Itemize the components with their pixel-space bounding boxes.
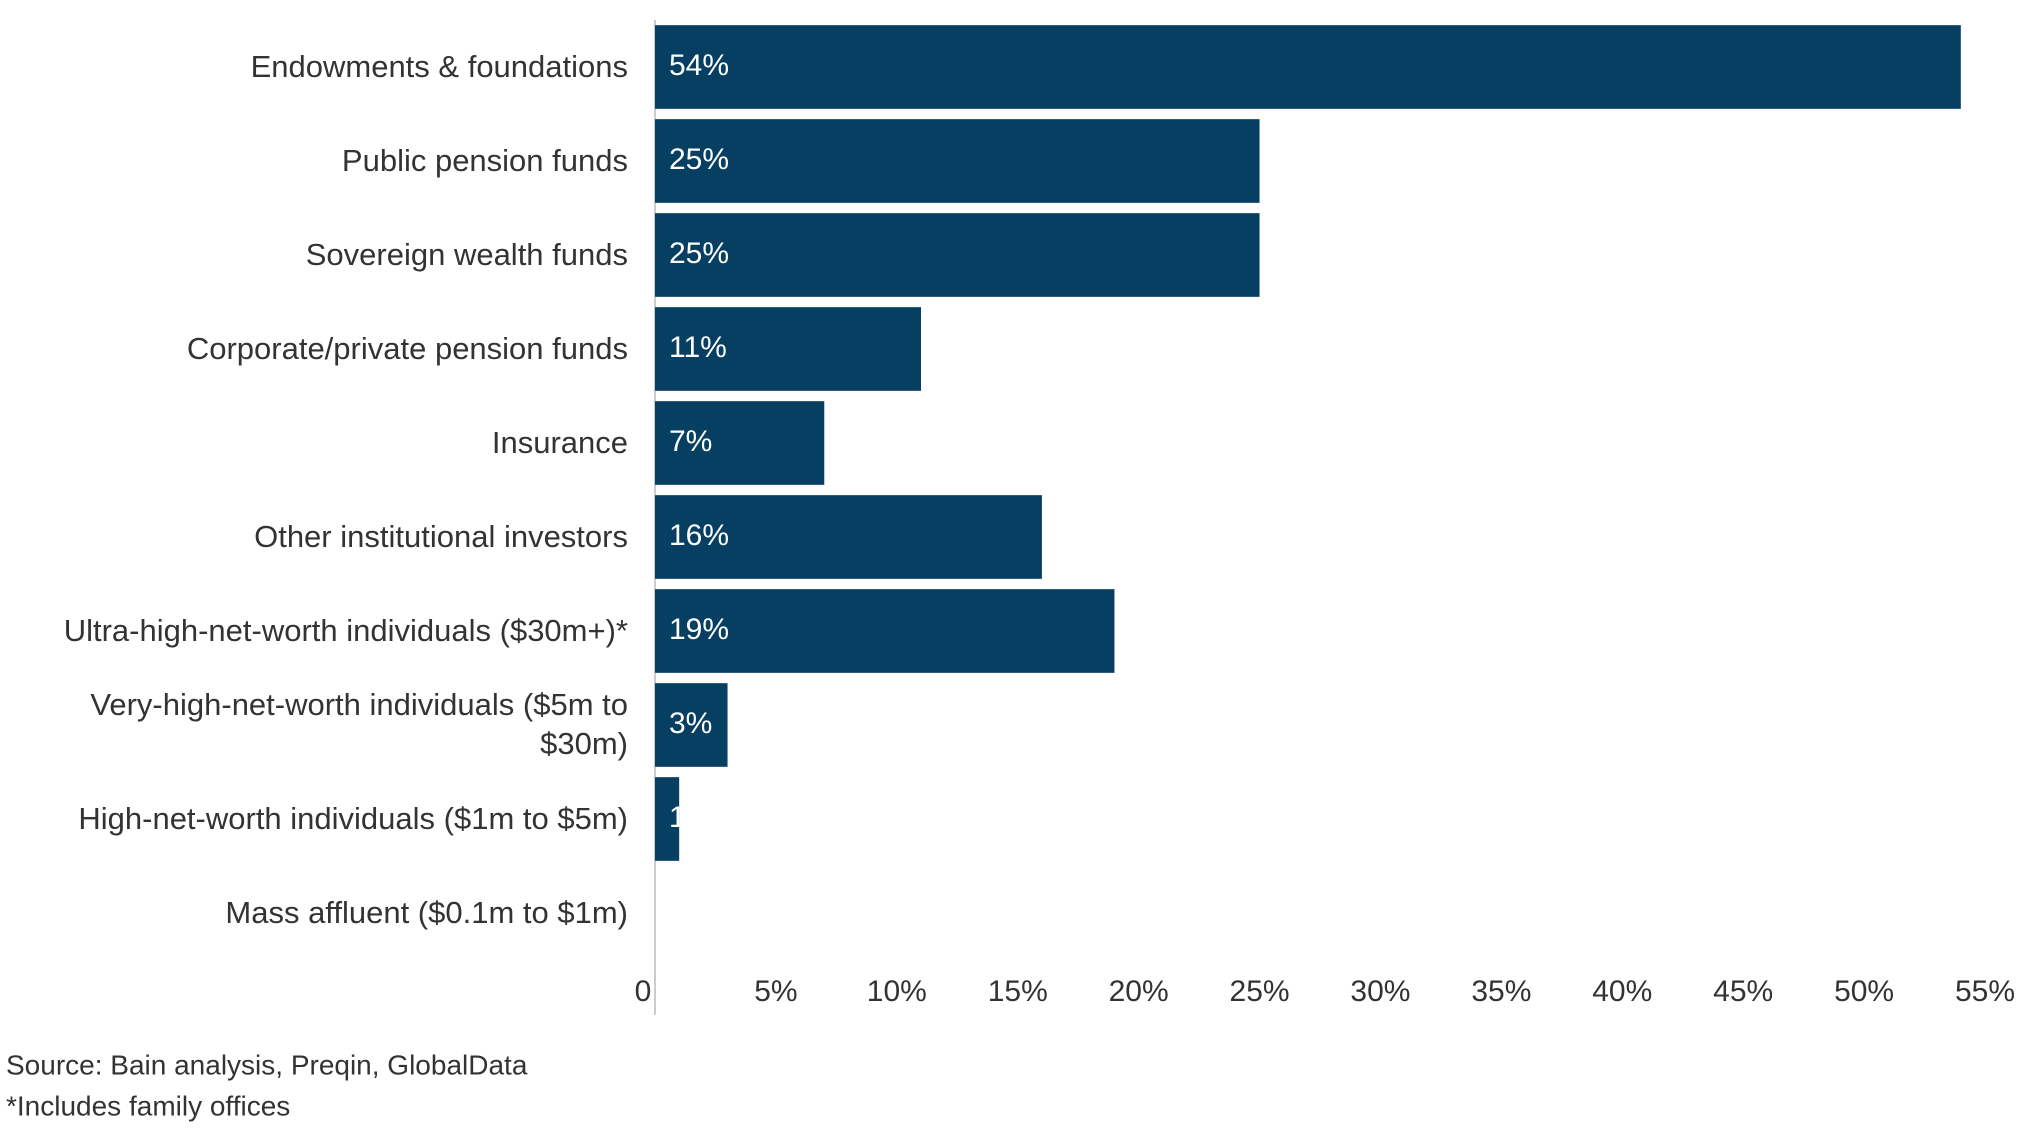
category-label: Mass affluent ($0.1m to $1m): [225, 894, 628, 930]
value-label: 19%: [669, 613, 729, 646]
x-tick-label: 20%: [1109, 975, 1169, 1008]
bar: [655, 683, 728, 767]
footnote: *Includes family offices: [6, 1090, 290, 1121]
value-label: 25%: [669, 143, 729, 176]
category-label: Ultra-high-net-worth individuals ($30m+)…: [63, 612, 628, 648]
bar: [655, 495, 1042, 579]
category-label: Other institutional investors: [254, 518, 628, 554]
value-label: 25%: [669, 237, 729, 270]
x-tick-label: 35%: [1471, 975, 1531, 1008]
category-label: Sovereign wealth funds: [305, 236, 628, 272]
x-tick-label: 45%: [1713, 975, 1773, 1008]
category-label: Public pension funds: [341, 142, 628, 178]
value-label: 3%: [669, 707, 712, 740]
bar: [655, 777, 680, 861]
bar: [655, 401, 825, 485]
value-label: 54%: [669, 49, 729, 82]
x-tick-label: 10%: [867, 975, 927, 1008]
x-tick-label: 30%: [1350, 975, 1410, 1008]
category-label: High-net-worth individuals ($1m to $5m): [78, 800, 628, 836]
bar: [655, 307, 921, 391]
x-tick-label: 55%: [1955, 975, 2015, 1008]
value-label: 11%: [669, 331, 727, 364]
x-tick-label: 15%: [988, 975, 1048, 1008]
x-tick-label: 50%: [1834, 975, 1894, 1008]
x-tick-label: 5%: [754, 975, 797, 1008]
x-tick-label: 40%: [1592, 975, 1652, 1008]
value-label: 16%: [669, 519, 729, 552]
bar: [655, 25, 1961, 109]
bar: [655, 213, 1260, 297]
category-label: Insurance: [491, 424, 628, 460]
category-label: Endowments & foundations: [250, 48, 628, 84]
value-label: 1%: [669, 801, 712, 834]
x-tick-label: 25%: [1230, 975, 1290, 1008]
category-label: Very-high-net-worth individuals ($5m to …: [90, 687, 628, 761]
x-tick-label: 0: [635, 975, 652, 1008]
source-note: Source: Bain analysis, Preqin, GlobalDat…: [6, 1049, 528, 1080]
bar: [655, 589, 1115, 673]
category-label: Corporate/private pension funds: [186, 330, 628, 366]
bar: [655, 119, 1260, 203]
value-label: 7%: [669, 425, 712, 458]
